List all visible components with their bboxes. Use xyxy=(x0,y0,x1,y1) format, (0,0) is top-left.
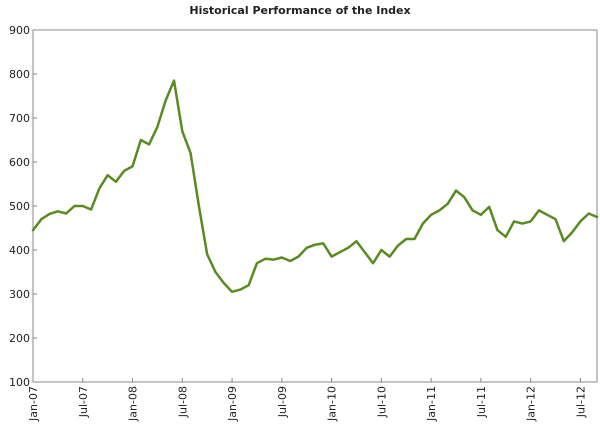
y-tick-label: 800 xyxy=(9,68,30,81)
x-tick-label: Jan-10 xyxy=(326,386,339,422)
y-tick-label: 400 xyxy=(9,244,30,257)
x-tick-label: Jul-11 xyxy=(475,386,488,418)
x-tick-label: Jan-08 xyxy=(127,386,140,422)
x-tick-label: Jan-12 xyxy=(525,386,538,422)
y-tick-label: 700 xyxy=(9,112,30,125)
x-tick-label: Jan-09 xyxy=(226,386,239,422)
x-tick-label: Jan-07 xyxy=(27,386,40,422)
y-tick-label: 100 xyxy=(9,376,30,389)
y-tick-label: 600 xyxy=(9,156,30,169)
y-tick-label: 900 xyxy=(9,24,30,37)
x-tick-label: Jan-11 xyxy=(425,386,438,422)
x-tick-label: Jul-08 xyxy=(176,386,189,418)
y-tick-label: 300 xyxy=(9,288,30,301)
y-tick-label: 200 xyxy=(9,332,30,345)
line xyxy=(31,79,599,294)
x-tick-label: Jul-12 xyxy=(574,386,587,418)
x-tick-label: Jul-09 xyxy=(276,386,289,418)
x-tick-label: Jul-10 xyxy=(375,386,388,418)
plot-frame xyxy=(32,29,598,383)
x-tick-label: Jul-07 xyxy=(77,386,90,418)
chart-title: Historical Performance of the Index xyxy=(189,4,410,17)
y-tick-label: 500 xyxy=(9,200,30,213)
